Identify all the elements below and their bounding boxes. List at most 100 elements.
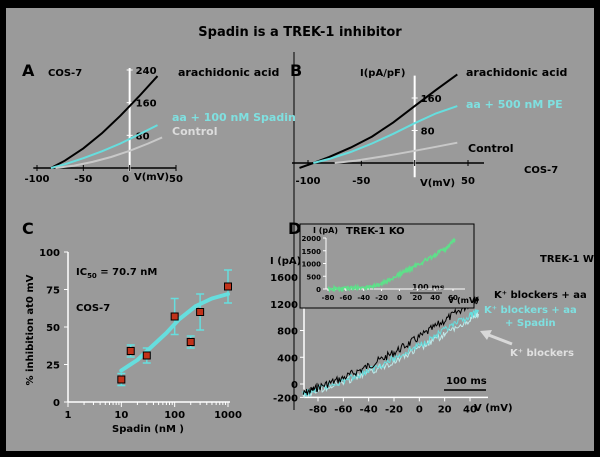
panel-d-series-2-label-line2: + Spadin: [505, 318, 556, 329]
panel-d-arrow-head: [480, 330, 492, 340]
panel-c-cell-label: COS-7: [76, 303, 110, 314]
panel-d-inset-x-tick-label: -20: [375, 294, 388, 302]
panel-d-x-tick-label: 20: [438, 404, 452, 415]
panel-d-inset-y-tick-label: 2000: [302, 235, 322, 243]
panel-b-ylabel: I(pA/pF): [360, 68, 405, 79]
panel-b-series-3-line: [334, 141, 458, 164]
panel-c-ylabel: % inhibition at0 mV: [25, 274, 36, 385]
panel-d-x-tick-label: -60: [334, 404, 352, 415]
panel-d-inset-y-tick-label: 1000: [302, 261, 322, 269]
panel-d-y-tick-label: 0: [291, 380, 298, 391]
panel-a-series-3-label: Control: [172, 125, 217, 138]
panel-d-x-tick-label: -20: [385, 404, 403, 415]
panel-d-series-1-label: K⁺ blockers + aa: [494, 290, 587, 301]
panel-label-c: C: [22, 219, 34, 238]
panel-d-inset-frame: [299, 223, 475, 309]
panel-a-chart: COS-7 arachidonic acid aa + 100 nM Spadi…: [24, 66, 295, 185]
panel-c-data-point: [170, 312, 179, 321]
panel-d-inset-ylabel: I (pA): [313, 226, 338, 235]
panel-d-inset-x-tick-label: 20: [412, 294, 422, 302]
panel-d-inset-x-tick-label: 0: [397, 294, 402, 302]
panel-b-series-2-line: [313, 105, 458, 164]
panel-c-chart: IC50 = 70.7 nM COS-7 % inhibition at0 mV…: [25, 248, 242, 435]
panel-c-y-tick-label: 0: [53, 398, 60, 409]
panel-b-series-3-label: Control: [468, 142, 513, 155]
panel-b-x-tick-label: -50: [352, 176, 370, 187]
panel-d-scale-bar-label: 100 ms: [446, 376, 487, 387]
panel-c-data-point: [186, 338, 195, 346]
panel-a-x-tick-label: -100: [24, 174, 49, 185]
panel-d-x-tick-label: 40: [463, 404, 477, 415]
panel-d-inset-y-tick-label: 500: [306, 273, 321, 281]
panel-d-x-tick-label: 0: [416, 404, 423, 415]
panel-b-series-1-label: arachidonic acid: [466, 66, 567, 79]
panel-d-cell-label: TREK-1 WT: [540, 254, 600, 265]
panel-d-arrow: [485, 332, 513, 346]
panel-c-annotation: IC50 = 70.7 nM: [76, 267, 157, 280]
panel-a-xlabel: V(mV): [134, 172, 169, 183]
panel-b-chart: I(pA/pF) arachidonic acid aa + 500 nM PE…: [292, 66, 567, 189]
panel-a-x-tick-label: -50: [74, 174, 92, 185]
panel-d-y-tick-label: -200: [273, 393, 298, 404]
panel-d-y-tick-label: 400: [277, 353, 298, 364]
panel-b-cell-label: COS-7: [524, 165, 558, 176]
panel-a-y-tick-label: 240: [136, 66, 157, 77]
panel-a-cell-label: COS-7: [48, 68, 82, 79]
panel-d-series-3-trace: [302, 311, 479, 398]
panel-a-x-tick-label: 50: [169, 174, 183, 185]
panel-d-inset-x-tick-label: 40: [430, 294, 440, 302]
panel-label-a: A: [22, 61, 35, 80]
panel-d-inset-x-tick-label: 60: [448, 294, 458, 302]
panel-b-y-tick-label: 160: [421, 94, 442, 105]
panel-d-inset-y-tick-label: 0: [316, 286, 321, 294]
panel-d-y-tick-label: 1600: [270, 273, 298, 284]
figure-title: Spadin is a TREK-1 inhibitor: [198, 25, 402, 40]
panel-label-b: B: [290, 61, 302, 80]
panel-b-series-2-label: aa + 500 nM PE: [466, 98, 563, 111]
panel-d-y-tick-label: 1200: [270, 300, 298, 311]
panel-d-inset-scale-bar-label: 100 ms: [412, 283, 445, 292]
panel-c-y-tick-label: 50: [46, 323, 60, 334]
panel-d-ylabel: I (pA): [270, 256, 301, 267]
panel-c-data-point: [126, 347, 135, 355]
panel-c-y-tick-label: 100: [39, 248, 60, 259]
panel-c-xlabel: Spadin (nM ): [112, 424, 184, 435]
panel-a-x-tick-label: 0: [122, 174, 129, 185]
panel-c-data-point: [224, 282, 232, 291]
panel-c-y-tick-label: 75: [46, 286, 60, 297]
panel-c-data-point: [196, 308, 205, 316]
panel-d-inset-trace: [327, 237, 456, 293]
panel-c-x-tick-label: 10: [114, 410, 128, 421]
panel-d-inset-y-tick-label: 1500: [302, 248, 322, 256]
panel-c-y-tick-label: 25: [46, 361, 60, 372]
panel-d-inset-xlabel: V (mV): [448, 296, 479, 305]
panel-a-y-tick-label: 160: [136, 99, 157, 110]
panel-d-series-1-trace: [302, 295, 479, 396]
panel-d-inset-x-tick-label: -40: [357, 294, 370, 302]
panel-c-x-tick-label: 1: [65, 410, 72, 421]
panel-c-data-point: [142, 351, 151, 360]
panel-c-fit-curve: [119, 292, 230, 373]
panel-d-inset-x-tick-label: -80: [322, 294, 335, 302]
panel-d-xlabel: V (mV): [474, 403, 513, 414]
panel-c-data-point: [117, 375, 126, 384]
panel-c-x-tick-label: 100: [164, 410, 185, 421]
panel-d-x-tick-label: -80: [309, 404, 327, 415]
panel-d-series-2-label: K⁺ blockers + aa: [484, 305, 577, 316]
panel-b-x-tick-label: -100: [295, 176, 320, 187]
panel-d-chart: I (pA) TREK-1 WT K⁺ blockers + aa K⁺ blo…: [270, 254, 600, 415]
panel-a-series-1-line: [50, 75, 159, 169]
panel-d-inset-x-tick-label: -60: [340, 294, 353, 302]
panel-d-inset-title: TREK-1 KO: [346, 226, 405, 237]
panel-b-xlabel: V(mV): [420, 178, 455, 189]
panel-d-inset: I (pA) TREK-1 KO 100 ms V (mV) 0 500 1000 1…: [299, 223, 479, 309]
panel-d-series-3-label: K⁺ blockers: [510, 348, 574, 359]
panel-b-x-tick-label: 50: [461, 176, 475, 187]
panel-d-series-2-trace: [302, 309, 479, 397]
panel-a-series-2-label: aa + 100 nM Spadin: [172, 111, 296, 124]
panel-a-series-3-line: [55, 136, 163, 169]
panel-d-x-tick-label: -40: [360, 404, 378, 415]
panel-d-y-tick-label: 800: [277, 327, 298, 338]
panel-b-y-tick-label: 80: [421, 127, 435, 138]
